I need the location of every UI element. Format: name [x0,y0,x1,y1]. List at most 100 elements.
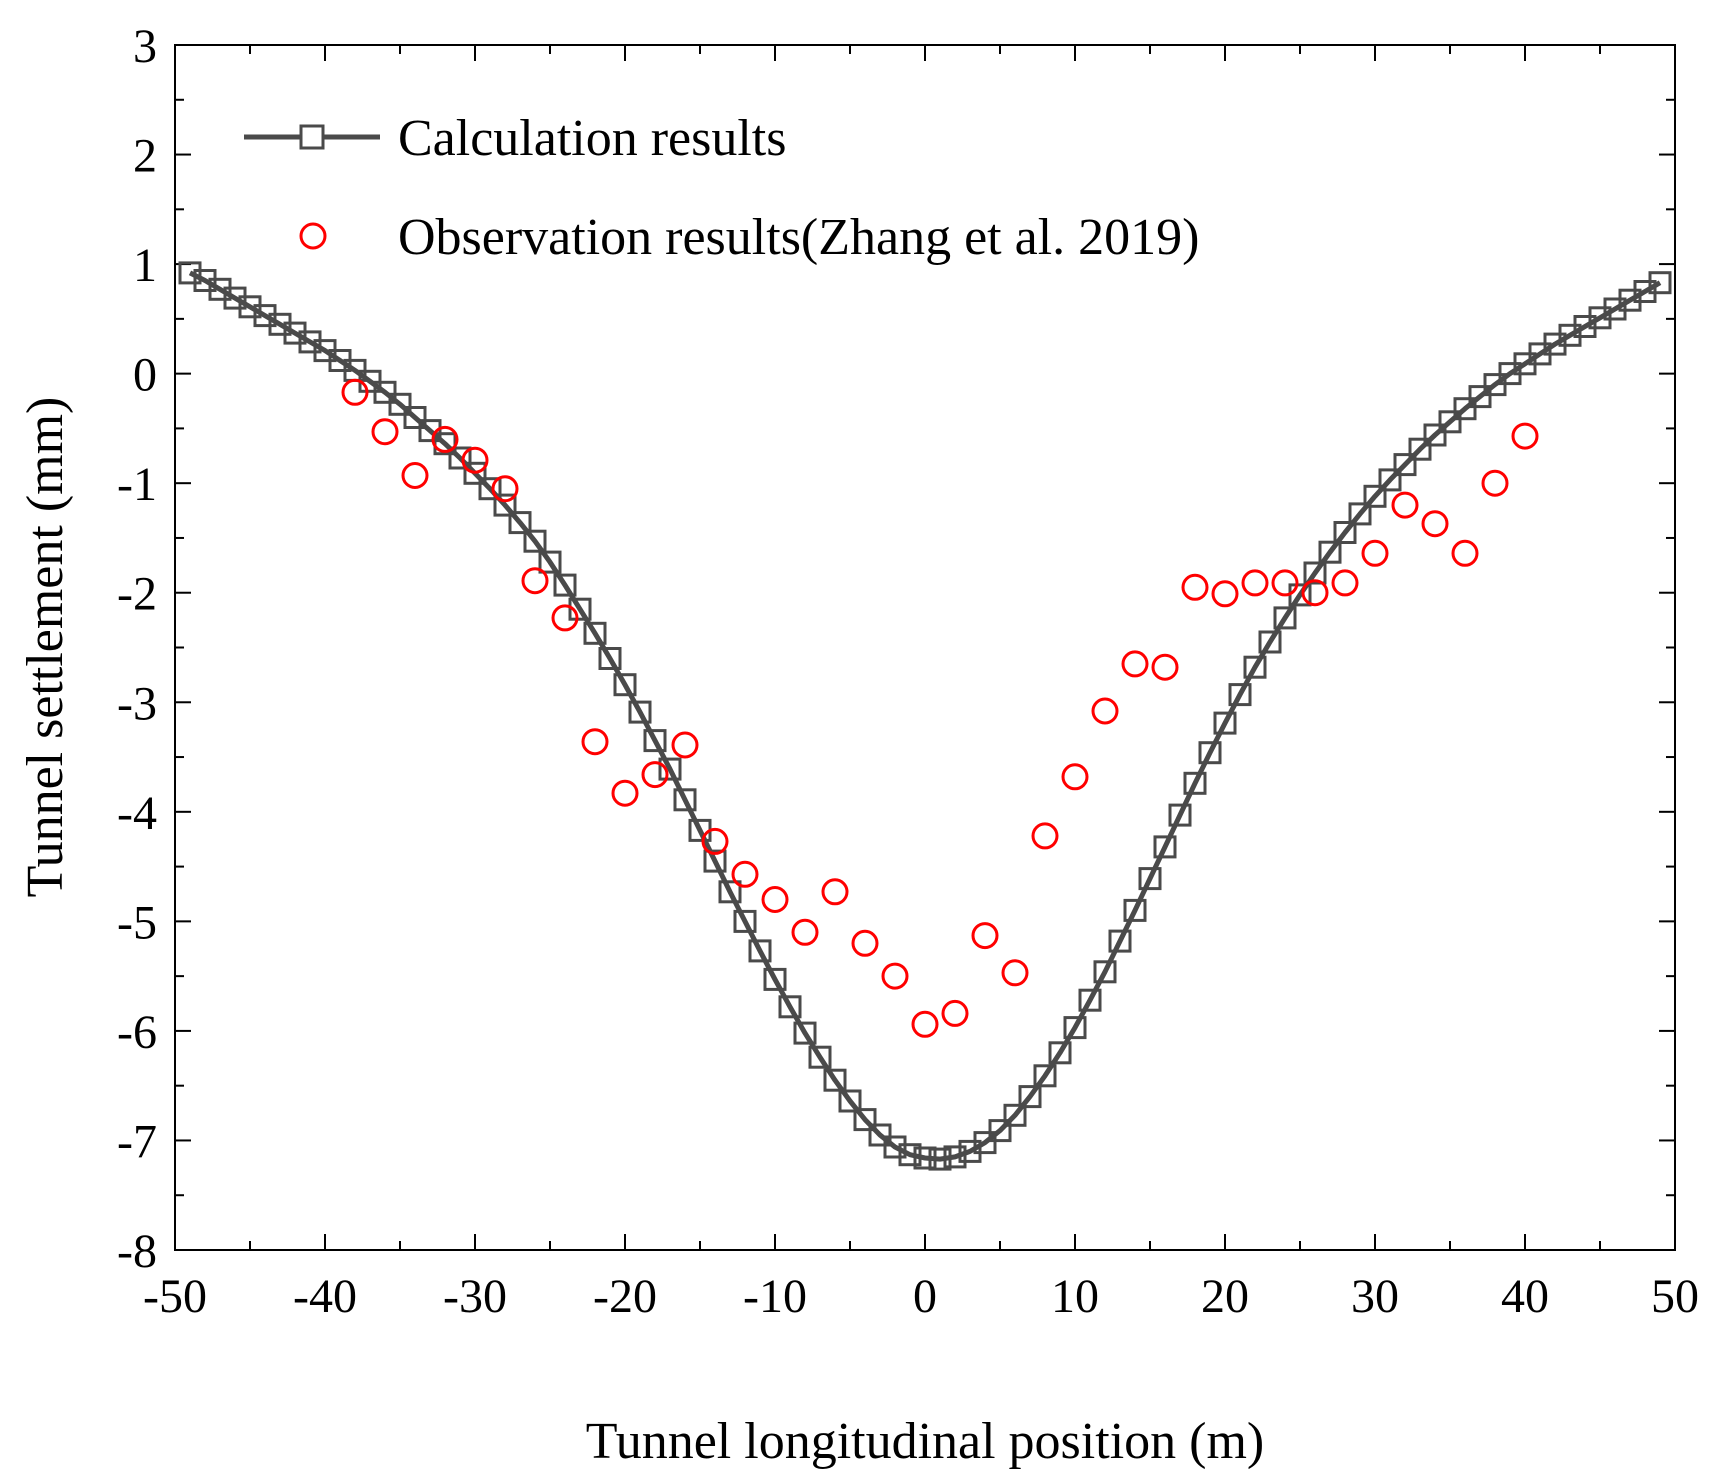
legend-observation-label: Observation results(Zhang et al. 2019) [398,209,1199,266]
calculation-marker [733,909,757,933]
observation-series [341,378,1539,1038]
calculation-marker [1318,540,1342,564]
x-tick-label: -40 [293,1270,357,1323]
calculation-marker [793,1021,817,1045]
x-tick-label: 0 [913,1270,937,1323]
observation-marker [971,922,999,950]
legend-observation-marker [299,222,327,250]
x-tick-label: 50 [1651,1270,1699,1323]
legend: Calculation results Observation results(… [244,110,1199,266]
y-tick-label: -4 [117,787,157,840]
observation-marker [1121,650,1149,678]
calculation-marker [988,1119,1012,1143]
observation-marker [1481,469,1509,497]
calculation-marker [178,261,202,285]
observation-marker [1511,422,1539,450]
calculation-marker [1078,988,1102,1012]
observation-marker [761,886,789,913]
observation-marker [1151,653,1179,681]
calculation-marker [478,477,502,501]
calculation-marker [838,1089,862,1113]
calculation-marker [448,446,472,470]
observation-marker [341,378,369,406]
calculation-marker [568,597,592,621]
calculation-marker [1213,711,1237,735]
calculation-marker [1648,271,1672,295]
observation-marker [701,827,729,855]
observation-marker [401,462,429,489]
observation-marker [491,475,519,503]
calculation-marker [1138,867,1162,891]
calculation-marker [538,550,562,574]
y-axis-title: Tunnel settlement (mm) [17,397,74,898]
calculation-marker [1333,521,1357,544]
y-tick-label: -1 [117,458,157,511]
calculation-marker [778,995,802,1019]
calculation-marker [508,511,532,535]
calculation-marker [1378,468,1402,492]
y-tick-label: -6 [117,1006,157,1059]
observation-marker [1421,510,1449,538]
x-tick-label: -10 [743,1270,807,1323]
calculation-marker [658,757,682,781]
calculation-marker [628,700,652,724]
x-tick-label: 10 [1051,1270,1099,1323]
calculation-marker [1453,397,1477,421]
observation-marker [1451,539,1479,567]
calculation-marker [1198,741,1222,765]
calculation-marker [1183,771,1207,795]
calculation-marker [1438,410,1462,434]
observation-marker [1331,569,1359,597]
calculation-marker [598,647,622,670]
calculation-marker [613,673,637,697]
observation-marker [941,999,969,1027]
calculation-marker [1003,1103,1027,1127]
y-tick-labels: 3 2 1 0 -1 -2 -3 -4 -5 -6 -7 -8 [117,20,157,1278]
observation-marker [911,1010,939,1038]
calculation-marker [1303,561,1327,585]
calculation-marker [1123,898,1147,922]
calculation-marker [463,461,487,485]
observation-marker [1391,491,1419,519]
x-axis-title: Tunnel longitudinal position (m) [586,1413,1264,1470]
calculation-marker [1258,630,1282,654]
observation-marker [431,425,459,453]
calculation-marker [1093,960,1117,984]
calculation-marker [808,1045,832,1069]
observation-marker [851,929,879,957]
observation-marker [641,761,669,789]
observation-marker [1301,579,1329,607]
calculation-marker [973,1131,997,1155]
calculation-marker [703,849,727,873]
legend-calculation-marker [299,124,325,150]
x-tick-label: 30 [1351,1270,1399,1323]
calculation-marker [1363,484,1387,508]
calculation-marker [1273,606,1297,630]
observation-marker [1211,580,1239,608]
y-tick-label: 3 [133,20,157,73]
observation-marker [1271,569,1299,597]
calculation-marker [1468,385,1492,409]
y-tick-label: -2 [117,568,157,621]
calculation-marker [853,1108,877,1132]
calculation-marker [1228,683,1252,707]
observation-marker [461,446,489,474]
x-tick-label: -50 [143,1270,207,1323]
observation-marker [671,731,699,759]
calculation-marker [1423,423,1447,447]
calculation-marker [928,1147,952,1171]
calculation-marker [493,493,517,517]
y-tick-label: -3 [117,677,157,730]
observation-marker [371,418,399,446]
observation-marker [1061,763,1089,791]
x-tick-label: -20 [593,1270,657,1323]
calculation-marker [418,419,442,443]
calculation-marker [913,1146,937,1170]
calculation-marker [643,729,667,753]
calculation-marker [1408,437,1432,461]
calculation-marker [943,1145,967,1169]
observation-marker [1031,822,1059,850]
calculation-marker [583,621,607,645]
y-tick-label: 2 [133,130,157,183]
